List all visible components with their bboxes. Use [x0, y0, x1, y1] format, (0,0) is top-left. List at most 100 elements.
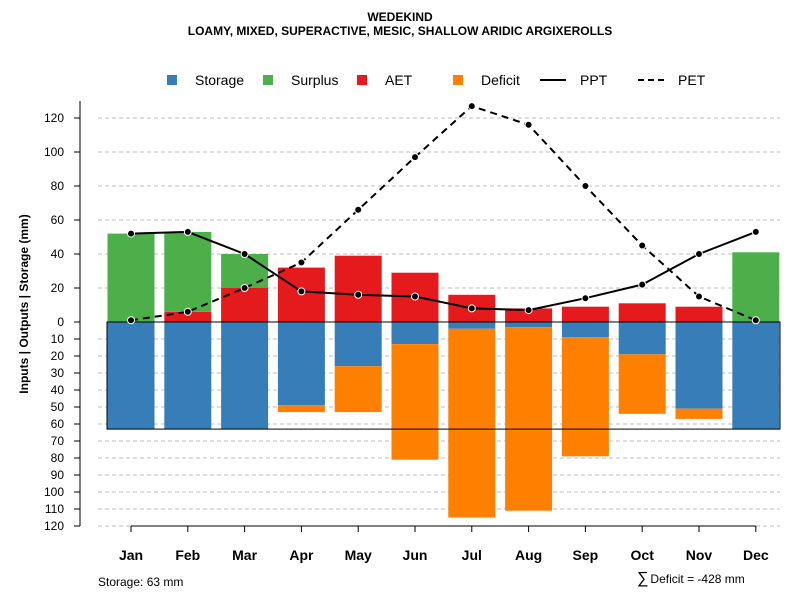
series-lines — [127, 102, 760, 325]
legend-label-storage: Storage — [195, 72, 245, 88]
deficit-note: ∑ Deficit = -428 mm — [637, 570, 745, 588]
point-pet-sep — [581, 182, 590, 190]
legend-item-storage: Storage — [167, 70, 244, 90]
x-tick-dec-label: Dec — [743, 547, 769, 563]
y-tick-upper-40-label: 40 — [51, 247, 65, 261]
bar-storage-apr — [277, 322, 325, 406]
axes: 0 20 40 60 80 100 120 10 20 30 40 50 60 70 80 90 100 110 1… — [44, 101, 769, 563]
point-pet-feb — [183, 307, 192, 316]
bar-deficit-jun — [391, 344, 439, 460]
point-ppt-jan — [127, 229, 135, 238]
x-tick-oct-label: Oct — [631, 547, 655, 563]
bar-storage-jul — [448, 322, 496, 329]
point-ppt-dec — [751, 227, 760, 236]
y-tick-lower-10-label: 10 — [51, 332, 65, 346]
legend-item-deficit: Deficit — [453, 70, 520, 90]
bar-storage-aug — [505, 322, 553, 328]
point-ppt-may — [354, 290, 363, 299]
x-tick-nov-label: Nov — [686, 547, 713, 563]
bar-aet-oct — [618, 303, 666, 322]
bar-storage-jan — [107, 322, 155, 430]
x-tick-aug-label: Aug — [515, 547, 542, 563]
bars — [106, 231, 781, 518]
y-tick-lower-90-label: 90 — [51, 468, 65, 482]
point-pet-jul — [467, 102, 476, 111]
y-tick-lower-110-label: 110 — [45, 502, 64, 516]
point-ppt-mar — [240, 250, 249, 258]
x-tick-may-label: May — [345, 547, 372, 563]
point-ppt-sep — [581, 294, 590, 303]
point-ppt-apr — [297, 287, 306, 296]
legend-item-surplus: Surplus — [263, 70, 338, 90]
point-pet-jan — [127, 316, 135, 325]
point-pet-dec — [751, 316, 760, 325]
storage-capacity-box — [106, 321, 781, 430]
bar-storage-jun — [391, 322, 439, 345]
y-tick-upper-0-label: 0 — [57, 315, 64, 329]
bar-aet-sep — [561, 306, 609, 322]
point-pet-oct — [638, 241, 647, 250]
y-tick-upper-60-label: 60 — [51, 213, 65, 227]
y-tick-lower-100-label: 100 — [44, 485, 64, 499]
bar-storage-may — [334, 322, 382, 367]
bar-aet-may — [334, 255, 382, 322]
bar-aet-nov — [675, 306, 723, 322]
y-tick-upper-120-label: 120 — [44, 111, 64, 125]
bar-aet-mar — [221, 288, 269, 322]
x-tick-jul-label: Jul — [462, 547, 482, 563]
point-pet-may — [354, 205, 363, 214]
x-tick-jan-label: Jan — [119, 547, 143, 563]
point-pet-apr — [297, 258, 306, 267]
bar-surplus-feb — [164, 231, 212, 312]
legend-label-surplus: Surplus — [291, 72, 339, 88]
y-tick-lower-20-label: 20 — [51, 349, 65, 363]
bar-storage-oct — [618, 322, 666, 355]
bar-aet-aug — [505, 308, 553, 322]
bar-deficit-apr — [277, 405, 325, 413]
point-pet-jun — [411, 153, 419, 162]
y-tick-lower-60-label: 60 — [51, 417, 65, 431]
y-tick-upper-80-label: 80 — [51, 179, 65, 193]
x-tick-sep-label: Sep — [573, 547, 599, 563]
y-tick-lower-30-label: 30 — [51, 366, 65, 380]
line-pet — [130, 104, 757, 322]
chart-legend: Storage Surplus AET Deficit PPT PET — [0, 70, 800, 90]
y-tick-lower-40-label: 40 — [51, 383, 65, 397]
bar-deficit-sep — [561, 337, 609, 457]
bar-storage-mar — [221, 322, 269, 430]
bar-storage-feb — [164, 322, 212, 430]
legend-item-ppt: PPT — [540, 70, 607, 90]
legend-item-pet: PET — [638, 70, 705, 90]
y-tick-upper-100-label: 100 — [44, 145, 64, 159]
bar-storage-dec — [732, 322, 780, 430]
point-pet-mar — [240, 284, 249, 292]
storage-note: Storage: 63 mm — [98, 575, 184, 589]
line-ppt — [130, 230, 757, 312]
bar-surplus-mar — [221, 254, 269, 288]
chart-subtitle: LOAMY, MIXED, SUPERACTIVE, MESIC, SHALLO… — [187, 24, 613, 38]
legend-swatch-surplus — [263, 75, 273, 85]
bar-aet-feb — [164, 311, 212, 322]
legend-item-aet: AET — [357, 70, 412, 90]
legend-label-ppt: PPT — [580, 72, 608, 88]
legend-label-aet: AET — [385, 72, 413, 88]
bar-deficit-aug — [505, 327, 553, 511]
bar-storage-sep — [561, 322, 609, 338]
point-ppt-jul — [467, 304, 476, 313]
legend-label-pet: PET — [678, 72, 706, 88]
point-ppt-oct — [638, 280, 647, 289]
x-tick-jun-label: Jun — [403, 547, 428, 563]
y-tick-upper-20-label: 20 — [51, 281, 65, 295]
legend-swatch-aet — [357, 75, 367, 85]
chart-title: WEDEKIND — [367, 10, 433, 24]
grid-lines — [98, 117, 780, 527]
point-ppt-aug — [524, 306, 533, 315]
point-ppt-feb — [183, 227, 192, 236]
point-pet-nov — [695, 292, 703, 301]
legend-line-pet — [638, 79, 664, 81]
bar-deficit-jul — [448, 328, 496, 518]
x-tick-mar-label: Mar — [232, 547, 257, 563]
y-tick-lower-50-label: 50 — [51, 400, 65, 414]
y-tick-lower-70-label: 70 — [51, 434, 65, 448]
